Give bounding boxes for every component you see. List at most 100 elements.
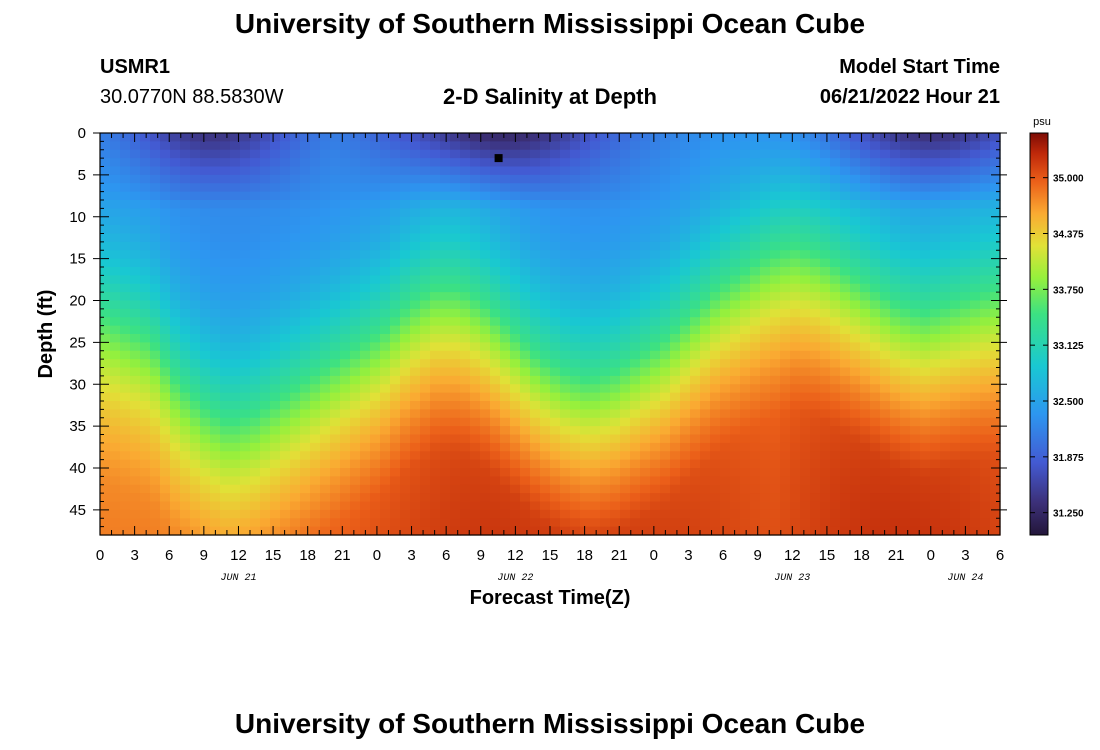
heatmap-cell [730,258,741,268]
heatmap-cell [500,426,511,436]
heatmap-cell [870,417,881,427]
heatmap-cell [330,141,341,151]
heatmap-cell [500,149,511,159]
heatmap-cell [150,367,161,377]
heatmap-cell [970,359,981,369]
heatmap-cell [830,250,841,260]
heatmap-cell [270,191,281,201]
heatmap-cell [710,233,721,243]
heatmap-cell [710,401,721,410]
heatmap-cell [740,375,751,385]
heatmap-cell [330,350,341,360]
heatmap-cell [620,317,631,327]
heatmap-cell [940,384,951,394]
heatmap-cell [760,476,771,486]
heatmap-cell [210,141,221,151]
heatmap-cell [490,342,501,352]
heatmap-cell [670,208,681,218]
heatmap-cell [600,208,611,218]
heatmap-cell [850,200,861,209]
heatmap-cell [920,183,931,193]
heatmap-cell [450,283,461,293]
heatmap-cell [320,442,331,452]
heatmap-cell [730,325,741,335]
heatmap-cell [340,141,351,151]
y-tick-label: 40 [69,460,86,477]
heatmap-cell [280,308,291,318]
heatmap-cell [130,250,141,260]
heatmap-cell [770,401,781,410]
heatmap-cell [580,367,591,377]
heatmap-cell [710,133,721,142]
heatmap-cell [250,476,261,486]
heatmap-cell [290,451,301,461]
heatmap-cell [590,325,601,335]
heatmap-cell [960,258,971,268]
heatmap-cell [310,250,321,260]
heatmap-cell [540,518,551,528]
heatmap-cell [700,183,711,193]
heatmap-cell [700,518,711,528]
heatmap-cell [570,342,581,352]
heatmap-cell [440,300,451,310]
heatmap-cell [350,484,361,494]
heatmap-cell [680,258,691,268]
heatmap-cell [410,518,421,528]
heatmap-cell [540,493,551,503]
heatmap-cell [810,468,821,477]
heatmap-cell [440,141,451,151]
heatmap-cell [880,275,891,285]
heatmap-cell [430,141,441,151]
heatmap-cell [230,317,241,327]
heatmap-cell [770,325,781,335]
heatmap-cell [740,476,751,486]
heatmap-cell [310,283,321,293]
heatmap-cell [160,241,171,251]
heatmap-cell [740,334,751,343]
heatmap-cell [620,417,631,427]
heatmap-cell [230,141,241,151]
heatmap-cell [780,308,791,318]
heatmap-cell [800,484,811,494]
heatmap-cell [540,258,551,268]
heatmap-cell [370,375,381,385]
heatmap-cell [890,518,901,528]
heatmap-cell [410,191,421,201]
heatmap-cell [930,200,941,209]
heatmap-cell [720,174,731,184]
heatmap-cell [910,267,921,276]
heatmap-cell [250,459,261,469]
heatmap-cell [830,200,841,209]
heatmap-cell [160,401,171,410]
heatmap-cell [220,401,231,410]
heatmap-cell [240,359,251,369]
heatmap-cell [170,509,181,519]
heatmap-cell [550,133,561,142]
heatmap-cell [180,275,191,285]
heatmap-cell [610,292,621,302]
heatmap-cell [760,141,771,151]
heatmap-cell [570,141,581,151]
heatmap-cell [790,375,801,385]
heatmap-cell [870,342,881,352]
heatmap-cell [120,267,131,276]
heatmap-cell [890,484,901,494]
heatmap-cell [590,250,601,260]
heatmap-cell [210,166,221,176]
heatmap-cell [120,208,131,218]
heatmap-cell [780,409,791,419]
heatmap-cell [490,308,501,318]
heatmap-cell [470,384,481,394]
heatmap-cell [290,275,301,285]
heatmap-cell [990,216,1001,226]
heatmap-cell [650,426,661,436]
heatmap-cell [200,384,211,394]
heatmap-cell [370,149,381,159]
heatmap-cell [320,216,331,226]
heatmap-cell [490,359,501,369]
heatmap-cell [800,426,811,436]
heatmap-cell [630,183,641,193]
heatmap-cell [900,334,911,343]
heatmap-cell [350,183,361,193]
heatmap-cell [990,141,1001,151]
